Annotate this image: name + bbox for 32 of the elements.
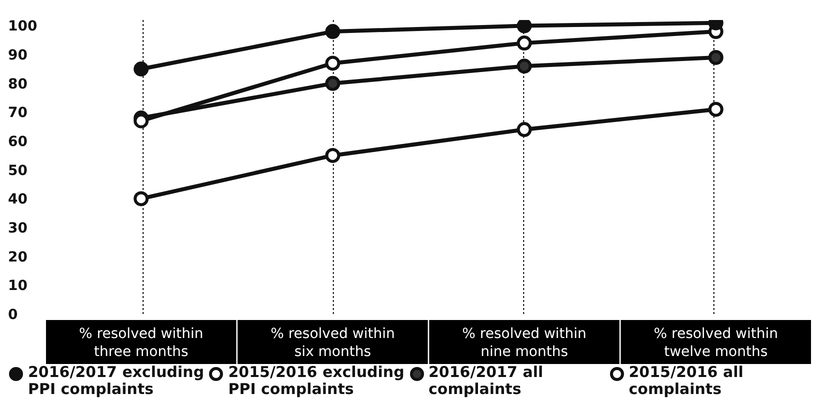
point [516, 122, 532, 138]
y-tick-label: 30 [8, 220, 28, 236]
y-tick-label: 40 [8, 192, 28, 208]
x-tick-label: % resolved within six months [270, 326, 395, 360]
legend-label: 2016/2017 all complaints [428, 363, 544, 398]
y-tick-label: 70 [8, 105, 28, 122]
legend-label: 2016/2017 excluding PPI complaints [28, 363, 204, 398]
point [134, 62, 149, 76]
x-tick-label: % resolved within three months [78, 326, 204, 360]
point [134, 191, 149, 206]
point [516, 20, 532, 34]
point [325, 76, 340, 91]
point [134, 113, 149, 128]
legend-label: 2015/2016 excluding PPI complaints [228, 363, 404, 398]
legend-label: 2015/2016 all complaints [628, 363, 744, 398]
y-tick-label: 100 [8, 18, 38, 35]
point [516, 58, 532, 74]
point [325, 148, 340, 163]
point [708, 50, 724, 65]
point [325, 56, 340, 71]
x-tick-label: % resolved within twelve months [654, 326, 778, 360]
y-tick-label: 90 [8, 48, 28, 64]
y-tick-label: 0 [8, 306, 18, 323]
x-tick-label: % resolved within nine months [462, 326, 586, 360]
y-tick-label: 80 [8, 76, 28, 92]
y-tick-label: 10 [8, 278, 28, 294]
point [708, 102, 724, 117]
point [325, 24, 340, 40]
point [516, 36, 532, 51]
y-tick-label: 20 [8, 249, 28, 266]
y-tick-label: 60 [8, 134, 28, 150]
y-tick-label: 50 [8, 162, 28, 179]
